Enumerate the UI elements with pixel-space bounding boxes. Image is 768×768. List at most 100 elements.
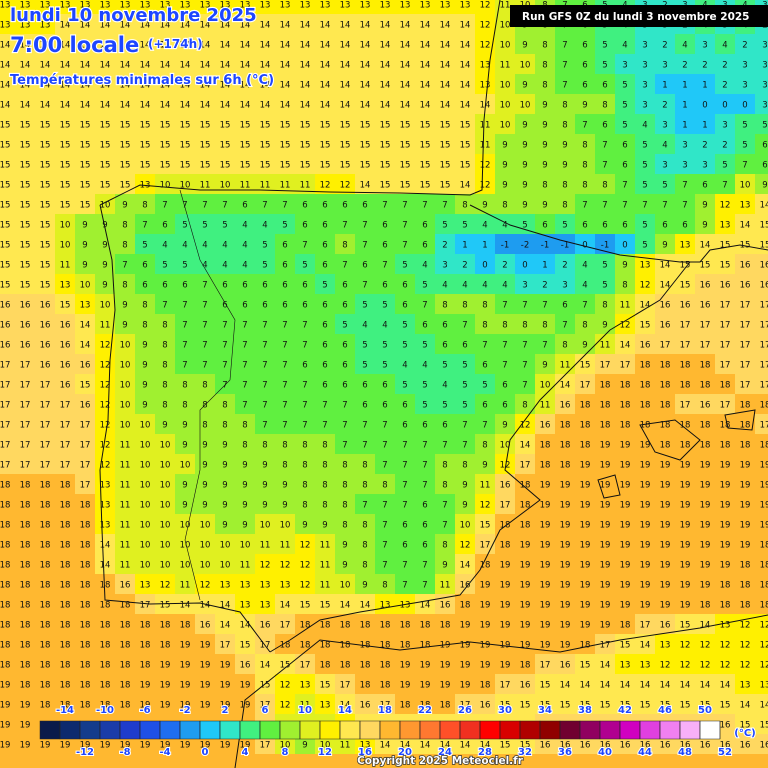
temp-value: 19	[540, 501, 551, 511]
temp-value: 17	[720, 361, 731, 371]
temp-cell	[495, 134, 515, 154]
temp-value: 16	[40, 301, 51, 311]
temp-value: 8	[202, 401, 207, 411]
temp-cell	[475, 494, 495, 514]
temp-value: 7	[382, 261, 387, 271]
temp-value: 8	[302, 461, 307, 471]
temp-value: 13	[60, 281, 71, 291]
temp-value: 9	[122, 321, 127, 331]
temp-value: 10	[160, 561, 171, 571]
temp-value: 13	[720, 621, 731, 631]
temp-value: 8	[622, 281, 627, 291]
temp-cell	[275, 214, 295, 234]
temp-cell	[595, 454, 615, 474]
temp-cell	[535, 414, 555, 434]
temp-value: 19	[0, 701, 10, 711]
temp-cell	[655, 214, 675, 234]
temp-cell	[215, 394, 235, 414]
temp-cell	[755, 374, 768, 394]
temp-cell	[735, 34, 755, 54]
temp-cell	[515, 94, 535, 114]
temp-cell	[255, 274, 275, 294]
temp-cell	[255, 494, 275, 514]
temp-value: -2	[521, 241, 529, 251]
temp-cell	[455, 354, 475, 374]
temp-value: 18	[100, 681, 111, 691]
colorbar-label: 30	[498, 705, 512, 716]
temp-cell	[0, 174, 15, 194]
temp-cell	[235, 454, 255, 474]
temp-cell	[375, 414, 395, 434]
temp-value: 16	[740, 261, 751, 271]
temp-value: 18	[520, 521, 531, 531]
temp-value: 4	[242, 261, 247, 271]
temp-cell	[515, 414, 535, 434]
temp-cell	[215, 134, 235, 154]
temp-value: 17	[260, 641, 271, 651]
temp-value: 10	[160, 181, 171, 191]
temp-cell	[755, 174, 768, 194]
temp-value: 14	[320, 61, 331, 71]
temp-cell	[55, 174, 75, 194]
temp-value: 18	[80, 601, 91, 611]
temp-cell	[675, 314, 695, 334]
temp-value: 14	[260, 661, 271, 671]
temp-cell	[355, 54, 375, 74]
temp-value: 17	[760, 381, 768, 391]
temp-cell	[515, 334, 535, 354]
temp-value: 7	[222, 321, 227, 331]
run-info: Run GFS 0Z du lundi 3 novembre 2025	[522, 11, 750, 23]
temp-value: 8	[122, 281, 127, 291]
temp-value: 18	[280, 641, 291, 651]
temp-cell	[375, 214, 395, 234]
temp-cell	[215, 174, 235, 194]
temp-cell	[115, 54, 135, 74]
temp-value: 14	[360, 181, 371, 191]
temp-cell	[55, 534, 75, 554]
temp-value: 15	[40, 241, 51, 251]
temp-value: 18	[360, 621, 371, 631]
temp-value: 11	[120, 461, 131, 471]
temp-value: 18	[520, 661, 531, 671]
temp-cell	[155, 574, 175, 594]
temp-value: 1	[662, 81, 667, 91]
temp-cell	[595, 354, 615, 374]
temp-cell	[515, 134, 535, 154]
temp-value: 6	[482, 361, 487, 371]
temp-value: 19	[460, 641, 471, 651]
temp-value: 14	[620, 341, 631, 351]
temp-value: 18	[80, 561, 91, 571]
temp-value: 15	[320, 161, 331, 171]
temp-cell	[155, 234, 175, 254]
temp-cell	[515, 114, 535, 134]
temp-cell	[435, 374, 455, 394]
temp-value: 6	[422, 321, 427, 331]
temp-cell	[675, 114, 695, 134]
temp-value: 18	[660, 361, 671, 371]
temp-cell	[735, 434, 755, 454]
temp-value: 17	[520, 461, 531, 471]
temp-cell	[735, 454, 755, 474]
temp-cell	[15, 74, 35, 94]
temp-value: 17	[0, 461, 10, 471]
temp-value: 7	[202, 201, 207, 211]
temp-value: 19	[700, 521, 711, 531]
temp-cell	[695, 114, 715, 134]
temp-cell	[315, 394, 335, 414]
temp-value: 18	[20, 661, 31, 671]
temp-cell	[35, 414, 55, 434]
temp-value: 17	[40, 421, 51, 431]
temp-value: 8	[122, 241, 127, 251]
temp-value: 15	[500, 741, 511, 751]
temp-cell	[0, 374, 15, 394]
temp-value: 15	[700, 261, 711, 271]
temp-cell	[495, 254, 515, 274]
temp-value: 15	[600, 701, 611, 711]
temp-cell	[755, 494, 768, 514]
temp-cell	[295, 114, 315, 134]
temp-cell	[515, 474, 535, 494]
colorbar-swatch	[99, 720, 121, 740]
temp-cell	[55, 254, 75, 274]
temp-cell	[395, 54, 415, 74]
temp-value: 16	[700, 301, 711, 311]
